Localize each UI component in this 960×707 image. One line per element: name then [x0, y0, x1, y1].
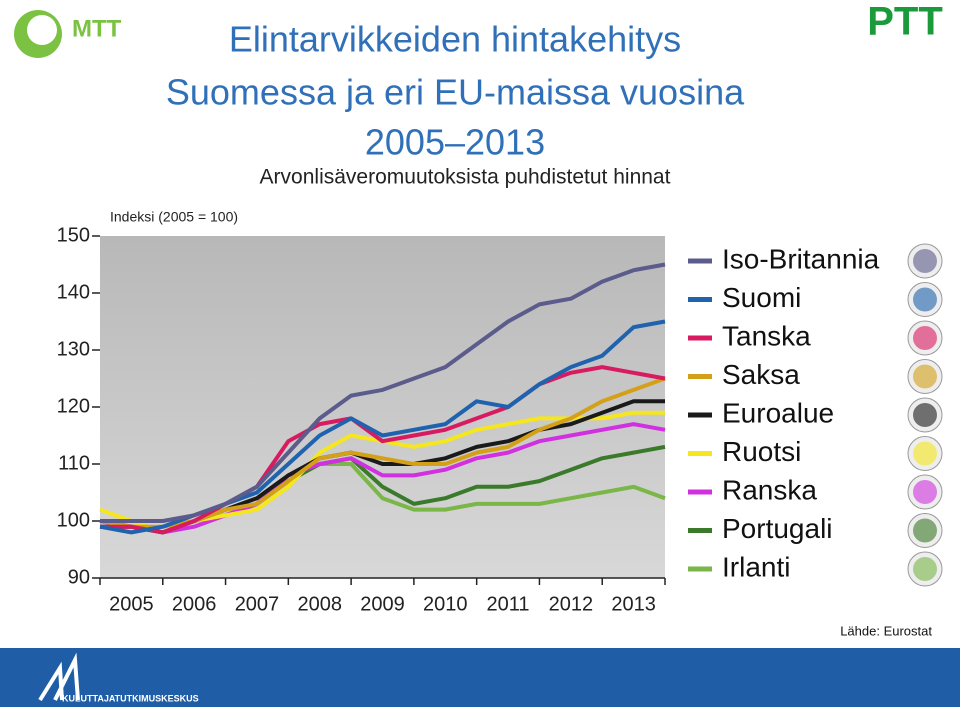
legend-label: Irlanti — [722, 551, 790, 582]
legend-flag-color — [913, 287, 937, 312]
legend-label: Portugali — [722, 513, 833, 544]
legend-label: Euroalue — [722, 397, 834, 428]
source: Lähde: Eurostat — [840, 623, 932, 638]
legend-label: Ranska — [722, 474, 817, 505]
x-tick-label: 2007 — [235, 593, 280, 615]
y-tick-label: 110 — [58, 452, 90, 474]
logo-text: MTT — [72, 15, 122, 42]
legend-label: Suomi — [722, 282, 801, 313]
chart-subtitle: Arvonlisäveromuutoksista puhdistetut hin… — [260, 166, 671, 189]
legend-flag-color — [913, 403, 937, 427]
legend-label: Ruotsi — [722, 436, 801, 467]
x-tick-label: 2009 — [360, 593, 405, 615]
x-tick-label: 2006 — [172, 593, 217, 615]
legend-label: Saksa — [722, 359, 800, 390]
chart-title: Suomessa ja eri EU-maissa vuosina — [166, 72, 745, 113]
x-tick-label: 2012 — [549, 593, 594, 615]
logo-mark — [27, 15, 57, 45]
series-line — [100, 262, 666, 523]
y-axis-label: Indeksi (2005 = 100) — [110, 209, 238, 225]
legend-flag-color — [913, 364, 937, 389]
legend-flag-color — [913, 249, 937, 273]
series-line — [100, 365, 666, 535]
series-line — [99, 422, 666, 535]
y-tick-label: 120 — [57, 395, 90, 417]
x-tick-label: 2013 — [611, 593, 656, 615]
x-tick-label: 2011 — [487, 593, 530, 615]
legend-flag-color — [913, 518, 937, 543]
x-tick-label: 2005 — [109, 593, 154, 615]
x-tick-label: 2010 — [423, 593, 468, 615]
x-tick-label: 2008 — [297, 593, 342, 615]
chart-title: 2005–2013 — [365, 122, 545, 163]
y-tick-label: 100 — [57, 509, 90, 531]
y-tick-label: 130 — [57, 338, 90, 360]
chart-title: Elintarvikkeiden hintakehitys — [229, 19, 681, 60]
y-tick-label: 150 — [57, 224, 90, 246]
legend-flag-color — [913, 557, 937, 581]
footer-logo-mark — [38, 652, 80, 702]
legend-flag-color — [913, 441, 937, 466]
legend-flag-color — [913, 480, 937, 504]
y-tick-label: 140 — [57, 281, 90, 303]
legend-flag-color — [913, 326, 937, 350]
footer-logo-text: KULUTTAJATUTKIMUSKESKUS — [62, 693, 199, 703]
y-tick-label: 90 — [68, 566, 90, 588]
legend-label: Tanska — [722, 320, 811, 351]
logo-text: PTT — [867, 0, 943, 44]
legend-label: Iso-Britannia — [722, 243, 880, 274]
footer-band — [0, 648, 960, 707]
